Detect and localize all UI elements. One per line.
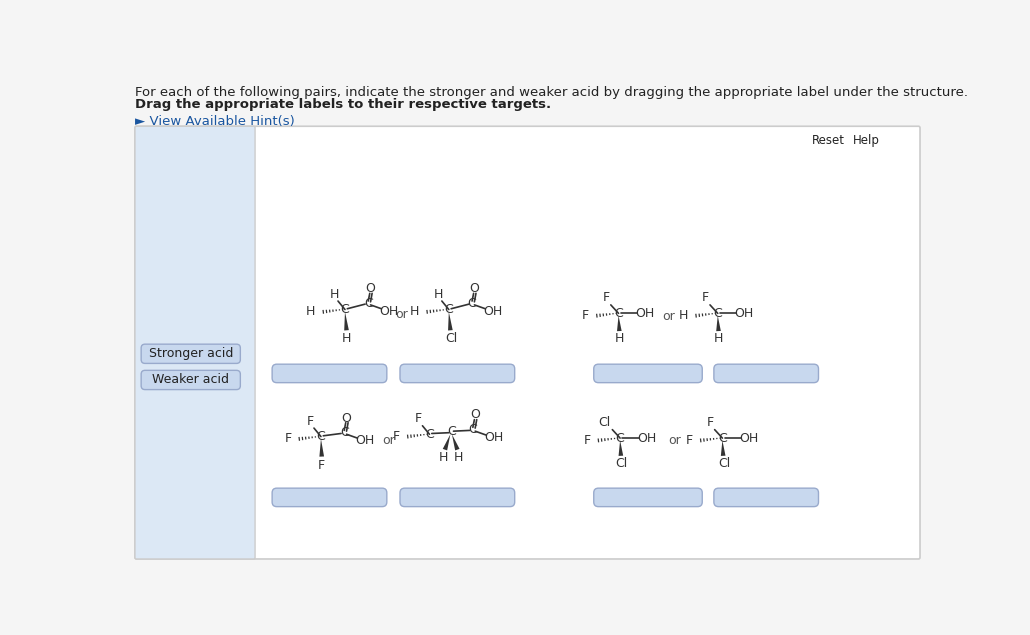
Text: C: C — [340, 426, 348, 439]
Text: OH: OH — [355, 434, 375, 447]
Text: or: or — [382, 434, 394, 447]
Text: H: H — [439, 451, 448, 464]
Polygon shape — [448, 312, 453, 330]
Text: H: H — [306, 305, 315, 318]
Text: F: F — [686, 434, 693, 447]
Text: F: F — [284, 432, 291, 445]
Text: OH: OH — [740, 432, 758, 444]
Text: F: F — [307, 415, 314, 427]
Text: OH: OH — [734, 307, 754, 320]
Text: C: C — [364, 297, 373, 310]
Text: H: H — [714, 332, 723, 345]
Text: F: F — [584, 434, 590, 447]
Text: ► View Available Hint(s): ► View Available Hint(s) — [135, 115, 295, 128]
FancyBboxPatch shape — [400, 488, 515, 507]
Text: OH: OH — [484, 431, 504, 444]
Text: H: H — [330, 288, 339, 300]
FancyBboxPatch shape — [810, 133, 848, 149]
Text: C: C — [616, 432, 624, 444]
Text: F: F — [392, 430, 400, 443]
Text: C: C — [468, 297, 477, 310]
Text: OH: OH — [379, 305, 399, 318]
Text: OH: OH — [636, 307, 654, 320]
FancyBboxPatch shape — [272, 364, 387, 383]
Text: C: C — [425, 428, 434, 441]
Text: H: H — [434, 288, 443, 300]
Polygon shape — [619, 441, 623, 456]
Text: F: F — [707, 416, 714, 429]
FancyBboxPatch shape — [135, 126, 920, 559]
Text: Weaker acid: Weaker acid — [152, 373, 230, 386]
Text: F: F — [603, 291, 610, 304]
Text: Stronger acid: Stronger acid — [148, 347, 233, 360]
Text: C: C — [445, 303, 453, 316]
FancyBboxPatch shape — [593, 364, 702, 383]
FancyBboxPatch shape — [141, 344, 240, 363]
FancyBboxPatch shape — [851, 133, 882, 149]
Polygon shape — [443, 434, 450, 450]
Text: O: O — [471, 408, 480, 422]
Text: H: H — [454, 451, 464, 464]
Text: F: F — [318, 458, 325, 472]
Text: C: C — [447, 425, 455, 438]
Text: O: O — [342, 411, 351, 425]
Text: or: or — [668, 434, 681, 447]
Text: F: F — [582, 309, 589, 322]
Text: C: C — [718, 432, 727, 444]
Text: C: C — [316, 430, 325, 443]
Text: Cl: Cl — [616, 457, 627, 470]
Text: H: H — [342, 331, 351, 345]
Text: Cl: Cl — [598, 416, 611, 429]
Text: C: C — [614, 307, 623, 320]
Text: C: C — [714, 307, 722, 320]
Polygon shape — [716, 316, 721, 331]
FancyBboxPatch shape — [272, 488, 387, 507]
FancyBboxPatch shape — [714, 364, 819, 383]
Text: Cl: Cl — [718, 457, 730, 470]
Text: or: or — [662, 310, 676, 323]
Text: Help: Help — [853, 133, 880, 147]
Text: O: O — [366, 282, 376, 295]
Text: Cl: Cl — [445, 331, 457, 345]
Text: H: H — [679, 309, 688, 322]
Text: O: O — [470, 282, 479, 295]
Polygon shape — [617, 316, 622, 331]
Polygon shape — [721, 441, 725, 456]
Text: OH: OH — [637, 432, 656, 444]
FancyBboxPatch shape — [714, 488, 819, 507]
Text: F: F — [701, 291, 709, 304]
Polygon shape — [344, 312, 349, 330]
Text: Drag the appropriate labels to their respective targets.: Drag the appropriate labels to their res… — [135, 98, 551, 110]
Text: or: or — [396, 309, 408, 321]
Text: OH: OH — [483, 305, 503, 318]
Text: H: H — [410, 305, 419, 318]
FancyBboxPatch shape — [141, 370, 240, 390]
Polygon shape — [319, 439, 324, 457]
Text: F: F — [415, 412, 422, 425]
FancyBboxPatch shape — [135, 126, 255, 559]
Text: C: C — [341, 303, 349, 316]
FancyBboxPatch shape — [400, 364, 515, 383]
Text: H: H — [615, 332, 624, 345]
Text: Reset: Reset — [812, 133, 845, 147]
Text: C: C — [469, 423, 477, 436]
FancyBboxPatch shape — [593, 488, 702, 507]
Text: For each of the following pairs, indicate the stronger and weaker acid by draggi: For each of the following pairs, indicat… — [135, 86, 968, 99]
Polygon shape — [452, 434, 459, 450]
